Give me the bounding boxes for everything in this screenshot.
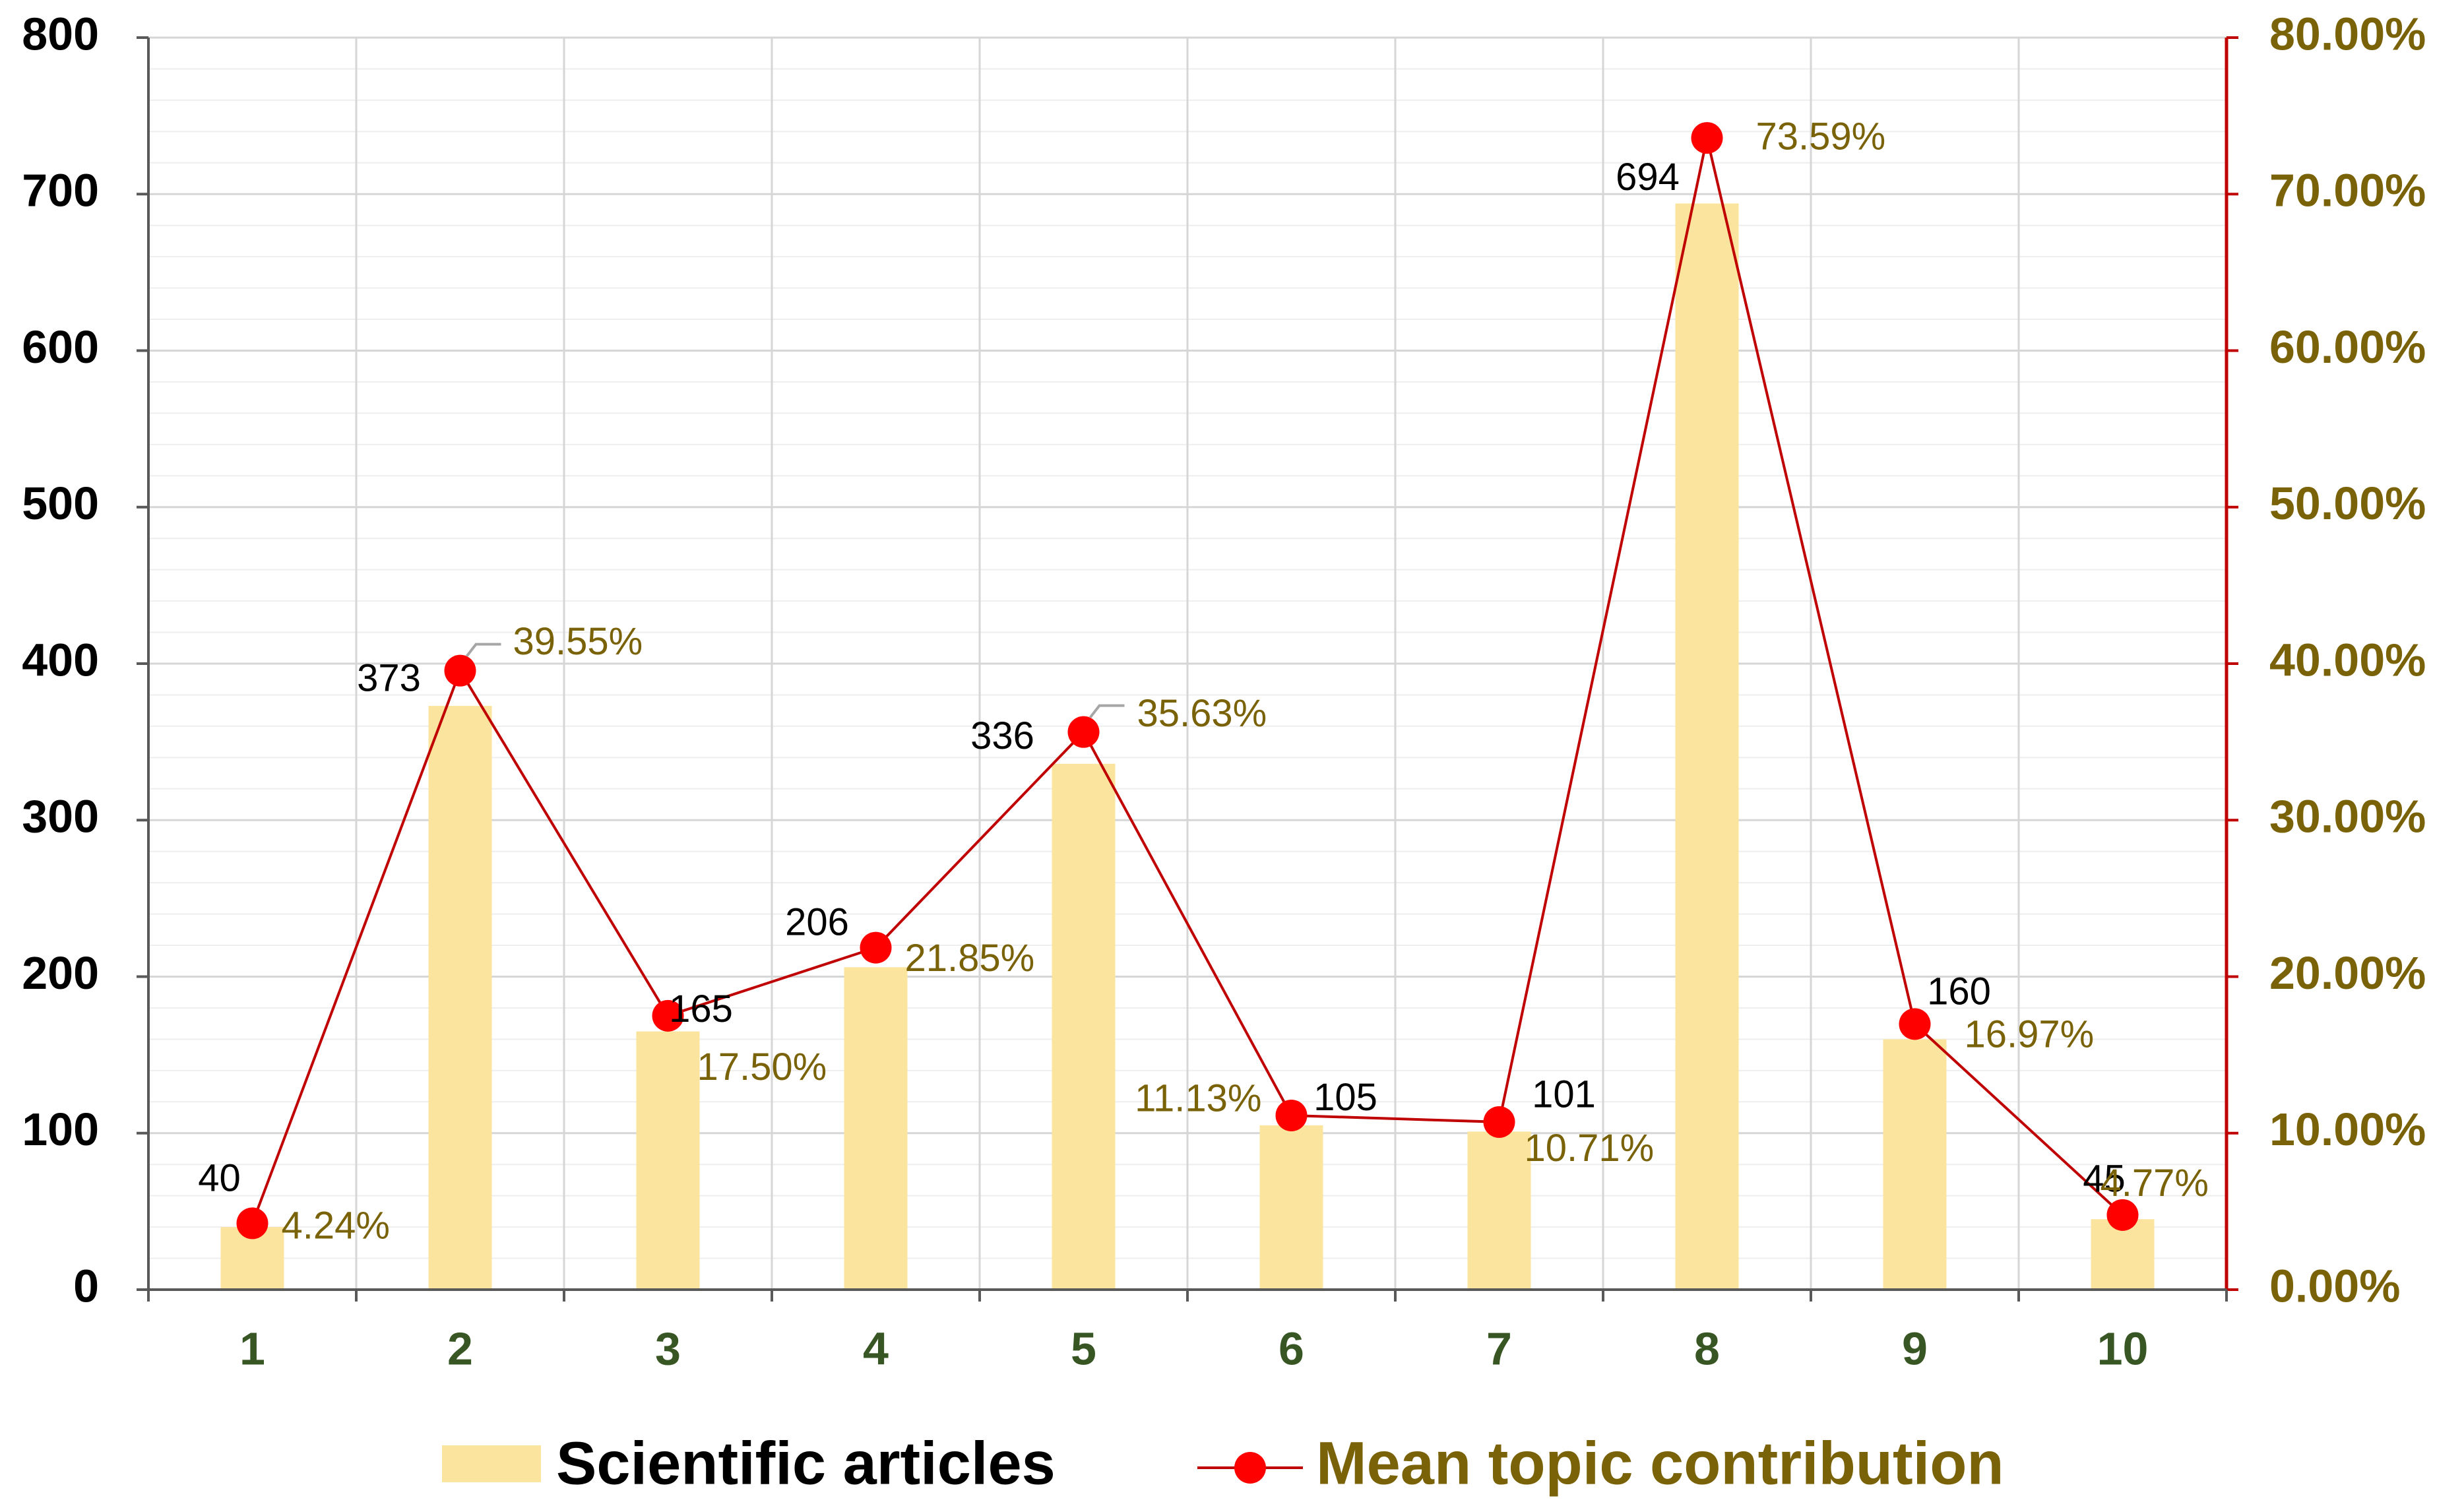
y-left-tick-label: 300 — [22, 791, 99, 842]
bar-9 — [1883, 1039, 1947, 1290]
bar-2 — [428, 706, 492, 1290]
bar-value-label-8: 694 — [1616, 156, 1680, 199]
line-marker-7 — [1483, 1106, 1515, 1138]
y-left-tick-label: 200 — [22, 947, 99, 999]
line-marker-9 — [1899, 1008, 1931, 1040]
line-marker-10 — [2106, 1199, 2139, 1231]
line-marker-8 — [1691, 122, 1723, 154]
y-right-tick-label: 30.00% — [2269, 791, 2426, 842]
bar-7 — [1467, 1131, 1531, 1290]
y-left-tick-label: 400 — [22, 634, 99, 685]
line-marker-3 — [652, 999, 684, 1032]
x-tick-label-9: 9 — [1902, 1323, 1928, 1374]
y-right-tick-label: 70.00% — [2269, 165, 2426, 216]
y-right-tick-label: 0.00% — [2269, 1260, 2400, 1311]
line-marker-4 — [860, 931, 892, 964]
y-right-tick-label: 20.00% — [2269, 947, 2426, 999]
line-series — [236, 122, 2139, 1240]
y-right-tick-label: 40.00% — [2269, 634, 2426, 685]
y-right-tick-label: 80.00% — [2269, 8, 2426, 59]
legend-marker-swatch — [1234, 1452, 1266, 1484]
x-tick-label-7: 7 — [1486, 1323, 1512, 1374]
leader-line-2 — [465, 643, 501, 657]
bar-value-label-7: 101 — [1532, 1073, 1596, 1116]
bar-8 — [1675, 203, 1739, 1290]
bar-5 — [1052, 763, 1116, 1290]
y-right-tick-label: 50.00% — [2269, 478, 2426, 529]
line-value-label-2: 39.55% — [513, 620, 643, 663]
x-tick-label-5: 5 — [1071, 1323, 1096, 1374]
gridlines — [148, 36, 2228, 1290]
legend-label-mean-topic-contribution: Mean topic contribution — [1316, 1429, 2004, 1497]
bar-6 — [1259, 1125, 1323, 1290]
x-tick-label-4: 4 — [863, 1323, 889, 1374]
tick-labels: 0 100 200 300 400 500 600 700 800 0.00% 10.00% 20.0… — [22, 8, 2426, 1374]
y-left-tick-label: 0 — [73, 1260, 99, 1311]
x-tick-label-6: 6 — [1279, 1323, 1304, 1374]
line-value-label-3: 17.50% — [697, 1046, 827, 1088]
leader-line-5 — [1089, 704, 1125, 718]
bar-value-label-1: 40 — [198, 1156, 241, 1199]
line-value-label-5: 35.63% — [1137, 692, 1267, 735]
bar-4 — [844, 967, 908, 1290]
x-tick-label-1: 1 — [239, 1323, 265, 1374]
line-value-label-7: 10.71% — [1525, 1127, 1655, 1170]
bar-value-label-3: 165 — [669, 988, 733, 1030]
bar-value-label-2: 373 — [357, 656, 421, 699]
bar-value-label-6: 105 — [1313, 1076, 1377, 1119]
bar-value-label-9: 160 — [1927, 970, 1991, 1013]
line-marker-1 — [236, 1207, 269, 1240]
line-marker-2 — [444, 654, 476, 687]
x-tick-label-2: 2 — [447, 1323, 473, 1374]
line-value-label-8: 73.59% — [1756, 115, 1886, 158]
y-left-tick-label: 600 — [22, 321, 99, 373]
bar-series — [220, 203, 2155, 1290]
y-left-tick-label: 500 — [22, 478, 99, 529]
line-value-label-1: 4.24% — [282, 1205, 390, 1247]
bar-value-label-5: 336 — [970, 714, 1034, 757]
line-value-label-4: 21.85% — [905, 937, 1035, 980]
y-left-tick-label: 700 — [22, 165, 99, 216]
mean-topic-contribution-line — [251, 137, 2124, 1224]
bar-10 — [2091, 1219, 2155, 1290]
axes — [137, 36, 2238, 1302]
line-marker-6 — [1275, 1099, 1308, 1131]
y-left-tick-label: 100 — [22, 1104, 99, 1155]
line-value-label-10: 4.77% — [2101, 1162, 2209, 1205]
legend-label-scientific-articles: Scientific articles — [556, 1429, 1056, 1497]
bar-3 — [636, 1031, 700, 1290]
x-tick-label-10: 10 — [2097, 1323, 2149, 1374]
bar-value-label-10: 45 — [2083, 1158, 2126, 1201]
line-value-label-6: 11.13% — [1135, 1077, 1261, 1119]
bar-value-label-4: 206 — [785, 901, 849, 944]
y-right-tick-label: 60.00% — [2269, 321, 2426, 373]
y-right-tick-label: 10.00% — [2269, 1104, 2426, 1155]
legend-bar-swatch — [442, 1445, 541, 1482]
x-tick-label-8: 8 — [1694, 1323, 1720, 1374]
data-labels: 40 373 165 206 336 105 101 694 160 45 4.24% 39.55% 1… — [198, 115, 2209, 1247]
line-value-label-9: 16.97% — [1965, 1013, 2095, 1056]
y-left-tick-label: 800 — [22, 8, 99, 59]
x-tick-label-3: 3 — [655, 1323, 681, 1374]
line-marker-5 — [1067, 716, 1100, 748]
legend: Scientific articles Mean topic contribut… — [442, 1429, 2004, 1497]
